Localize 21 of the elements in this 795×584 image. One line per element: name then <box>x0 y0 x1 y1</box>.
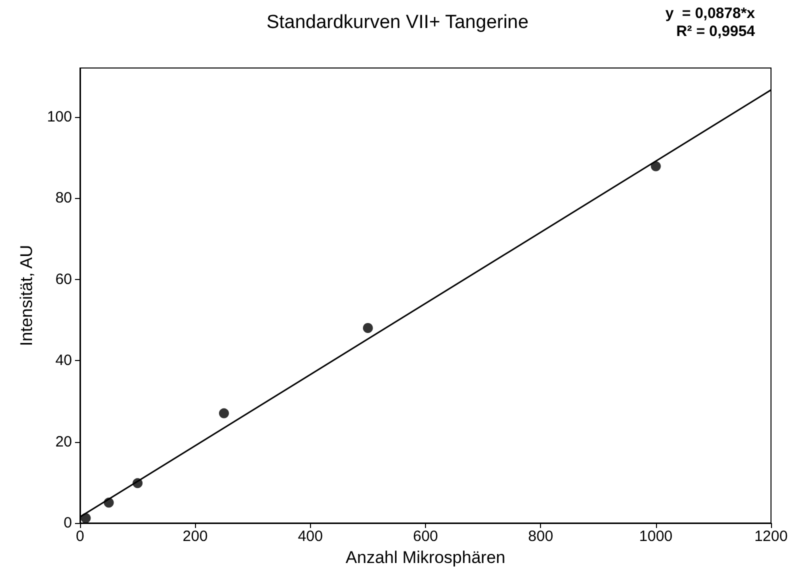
y-tick-label: 80 <box>55 190 72 206</box>
y-tick-label: 40 <box>55 352 72 369</box>
x-tick-label: 1200 <box>754 528 788 545</box>
x-tick-label: 400 <box>298 528 323 545</box>
point <box>218 408 229 418</box>
x-axis-title: Anzahl Mikrosphären <box>346 548 506 567</box>
text: R² = 0,9954 <box>676 23 756 40</box>
y-tick-label: 0 <box>64 514 72 532</box>
y-tick-label: 60 <box>55 270 72 288</box>
text: y = 0,0878*x <box>665 5 756 22</box>
point <box>650 161 661 172</box>
x-tick-label: 200 <box>182 528 208 545</box>
y-axis-title: Intensität, AU <box>17 244 36 346</box>
y-tick-label: 100 <box>46 108 72 126</box>
point <box>362 323 373 333</box>
chart-title: Standardkurven VII+ Tangerine <box>266 12 529 33</box>
x-tick-label: 1000 <box>639 528 673 545</box>
x-tick-label: 600 <box>412 528 438 545</box>
y-tick-label: 20 <box>55 433 72 450</box>
x-tick-label: 800 <box>528 528 554 545</box>
x-tick-label: 0 <box>76 528 84 545</box>
